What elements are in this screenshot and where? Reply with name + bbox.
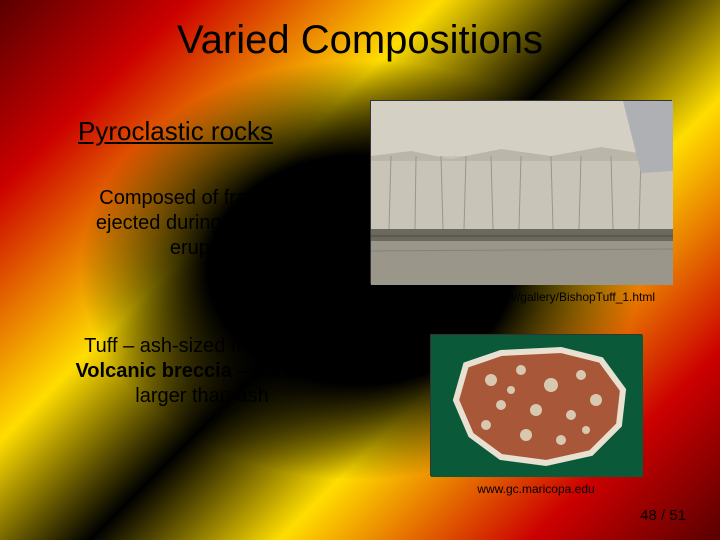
breccia-image bbox=[430, 334, 642, 476]
slide-title: Varied Compositions bbox=[177, 18, 543, 63]
breccia-image-caption: www.gc.maricopa.edu bbox=[430, 482, 642, 496]
body-text-types: Tuff – ash-sized fragments Volcanic brec… bbox=[52, 334, 352, 409]
page-separator: / bbox=[657, 507, 670, 524]
breccia-rock-illustration bbox=[431, 335, 643, 477]
tuff-image-caption: lvo.wr.usgs.gov/gallery/BishopTuff_1.htm… bbox=[430, 290, 660, 304]
tuff-image bbox=[370, 100, 672, 284]
tuff-cliff-illustration bbox=[371, 101, 673, 285]
breccia-term: Volcanic breccia bbox=[75, 360, 231, 382]
page-total: 51 bbox=[669, 507, 686, 524]
slide: Varied Compositions Pyroclastic rocks Co… bbox=[0, 0, 720, 540]
page-current: 48 bbox=[640, 507, 657, 524]
tuff-definition: Tuff – ash-sized fragments bbox=[84, 335, 320, 357]
page-number: 48 / 51 bbox=[640, 507, 686, 524]
section-subtitle: Pyroclastic rocks bbox=[78, 116, 273, 147]
body-text-composition: Composed of fragments ejected during a v… bbox=[66, 186, 346, 261]
